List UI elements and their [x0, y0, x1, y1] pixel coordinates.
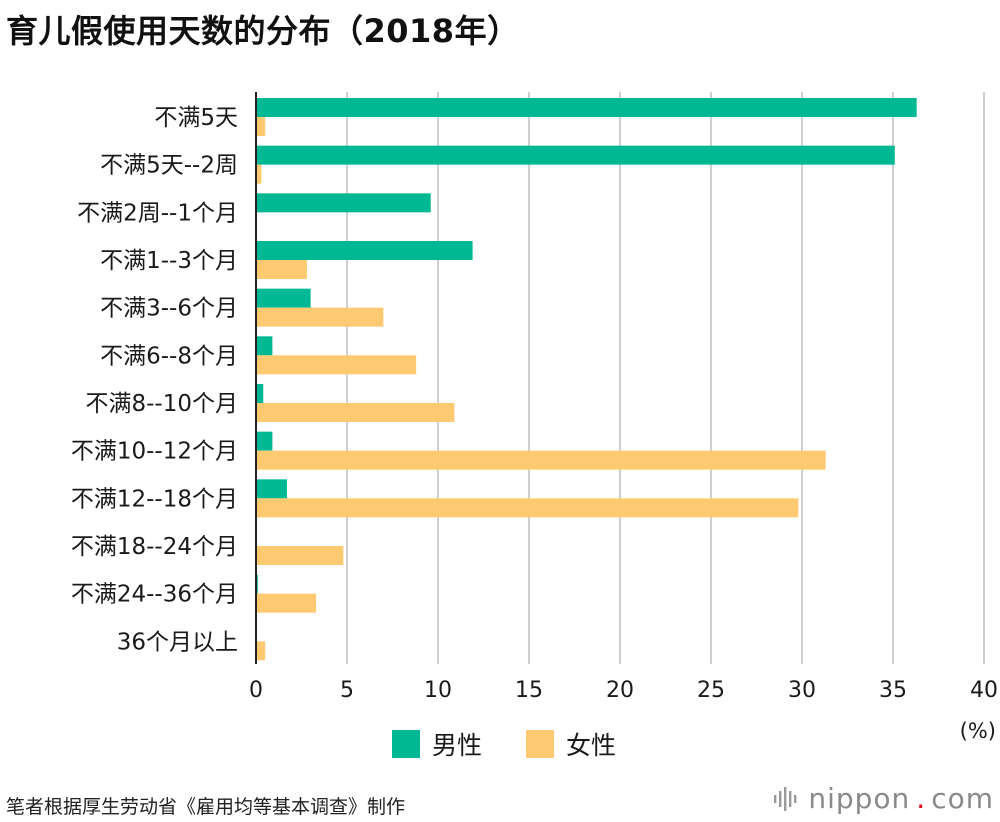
x-unit-label: (%)	[960, 719, 996, 743]
x-tick-label: 5	[340, 678, 354, 703]
x-tick-label: 25	[697, 678, 725, 703]
brand-dot: .	[916, 782, 926, 815]
bar-female	[256, 546, 344, 565]
chart-title: 育儿假使用天数的分布（2018年）	[6, 12, 520, 50]
category-label: 不满12--18个月	[71, 486, 238, 512]
bar-chart: 0 5 10 15 20 25 30 35 40 (%) 不满5天不满5天--2周不满2周--1个月…	[71, 92, 998, 760]
category-label: 不满5天--2周	[100, 153, 238, 179]
nippon-mark-icon	[774, 786, 797, 811]
bar-female	[256, 641, 266, 661]
x-tick-label: 35	[879, 678, 907, 703]
source-note: 笔者根据厚生劳动省《雇用均等基本调查》制作	[6, 796, 406, 818]
category-label: 不满8--10个月	[86, 391, 239, 417]
legend-label-male: 男性	[432, 731, 482, 760]
bar-male	[256, 193, 431, 213]
bar-male	[256, 384, 264, 403]
bar-male	[256, 479, 287, 499]
bar-female	[256, 450, 826, 470]
category-label: 不满3--6个月	[100, 296, 238, 322]
category-label: 不满18--24个月	[71, 534, 238, 560]
x-tick-label: 15	[515, 678, 543, 703]
bar-male	[256, 336, 273, 356]
category-label: 不满6--8个月	[100, 343, 238, 369]
bar-female	[256, 307, 384, 327]
brand-suffix: com	[931, 782, 994, 815]
bar-female	[256, 498, 799, 518]
bar-female	[256, 593, 317, 613]
x-tick-label: 40	[970, 678, 998, 703]
bar-female	[256, 260, 307, 279]
legend-swatch-male	[392, 730, 420, 758]
legend-swatch-female	[526, 730, 554, 758]
bar-female	[256, 117, 266, 136]
x-tick-label: 0	[249, 678, 263, 703]
category-label: 不满24--36个月	[71, 582, 238, 608]
bar-female	[256, 355, 417, 375]
category-label: 不满2周--1个月	[77, 200, 238, 226]
legend-label-female: 女性	[566, 731, 616, 760]
x-tick-label: 30	[788, 678, 816, 703]
bar-male	[256, 288, 311, 308]
category-label: 36个月以上	[117, 629, 238, 655]
x-tick-label: 10	[424, 678, 452, 703]
brand-name: nippon	[808, 782, 911, 815]
category-label: 不满1--3个月	[100, 248, 238, 274]
category-label: 不满5天	[154, 105, 238, 131]
x-tick-label: 20	[606, 678, 634, 703]
brand-logo: nippon. com	[772, 782, 994, 815]
bar-male	[256, 98, 917, 117]
bar-male	[256, 431, 273, 451]
bar-female	[256, 164, 262, 184]
bar-female	[256, 403, 455, 422]
bar-male	[256, 241, 473, 260]
category-label: 不满10--12个月	[71, 439, 238, 465]
bar-male	[256, 145, 895, 165]
